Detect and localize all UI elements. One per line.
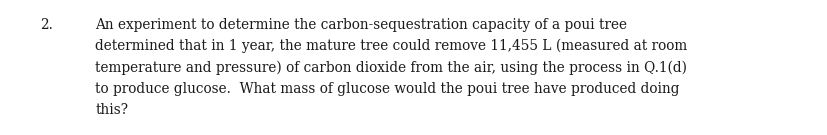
Text: temperature and pressure) of carbon dioxide from the air, using the process in Q: temperature and pressure) of carbon diox…: [95, 60, 687, 75]
Text: 2.: 2.: [40, 18, 53, 32]
Text: determined that in 1 year, the mature tree could remove 11,455 L (measured at ro: determined that in 1 year, the mature tr…: [95, 39, 687, 53]
Text: An experiment to determine the carbon-sequestration capacity of a poui tree: An experiment to determine the carbon-se…: [95, 18, 627, 32]
Text: to produce glucose.  What mass of glucose would the poui tree have produced doin: to produce glucose. What mass of glucose…: [95, 82, 680, 96]
Text: this?: this?: [95, 103, 128, 117]
